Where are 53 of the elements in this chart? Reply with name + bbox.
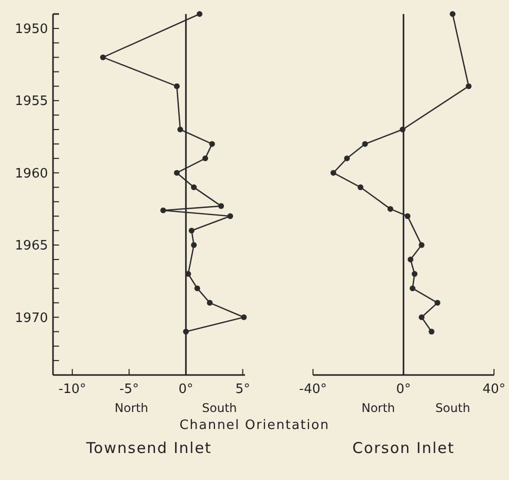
x-tick-label: -5° [119,382,139,397]
x-tick-label: -40° [299,382,327,397]
x-tick-label: 5° [235,382,250,397]
text: South [435,401,470,415]
point [188,228,194,234]
point [428,328,434,335]
point [344,156,350,162]
y-tick-label: 1965 [14,238,48,254]
point [183,328,189,335]
y-tick-label: 1960 [14,166,48,182]
point [191,242,197,248]
point [408,256,414,262]
text: North [361,401,396,415]
x-tick-label: 0° [178,382,194,397]
y-tick-label: 1970 [14,310,48,326]
point [240,314,247,320]
point [434,300,440,306]
point [218,203,224,209]
point [400,126,406,132]
point [466,83,472,90]
x-tick-label: 40° [482,382,506,397]
text: Corson Inlet [352,439,455,457]
point [388,206,394,212]
point [191,184,197,190]
point [450,11,456,17]
text: Townsend Inlet [85,439,212,457]
x-axis-title: Channel Orientation [180,418,330,433]
x-tick-label: -10° [58,382,86,397]
point [412,271,418,277]
y-tick-label: 1950 [14,22,48,37]
point [330,170,336,176]
point [206,300,213,306]
point [358,184,364,190]
point [404,213,410,220]
point [177,126,184,132]
point [410,285,416,292]
point [209,141,215,147]
point [227,213,234,220]
point [196,11,202,17]
point [174,83,180,90]
point [185,271,192,277]
point [418,242,424,248]
point [100,54,106,60]
point [194,285,200,292]
text: South [202,401,237,415]
point [160,208,166,214]
text: North [114,401,148,415]
x-tick-label: 0° [396,382,411,397]
point [174,170,180,176]
point [362,141,368,147]
point [202,156,208,162]
y-tick-label: 1955 [14,94,48,110]
point [418,314,424,320]
